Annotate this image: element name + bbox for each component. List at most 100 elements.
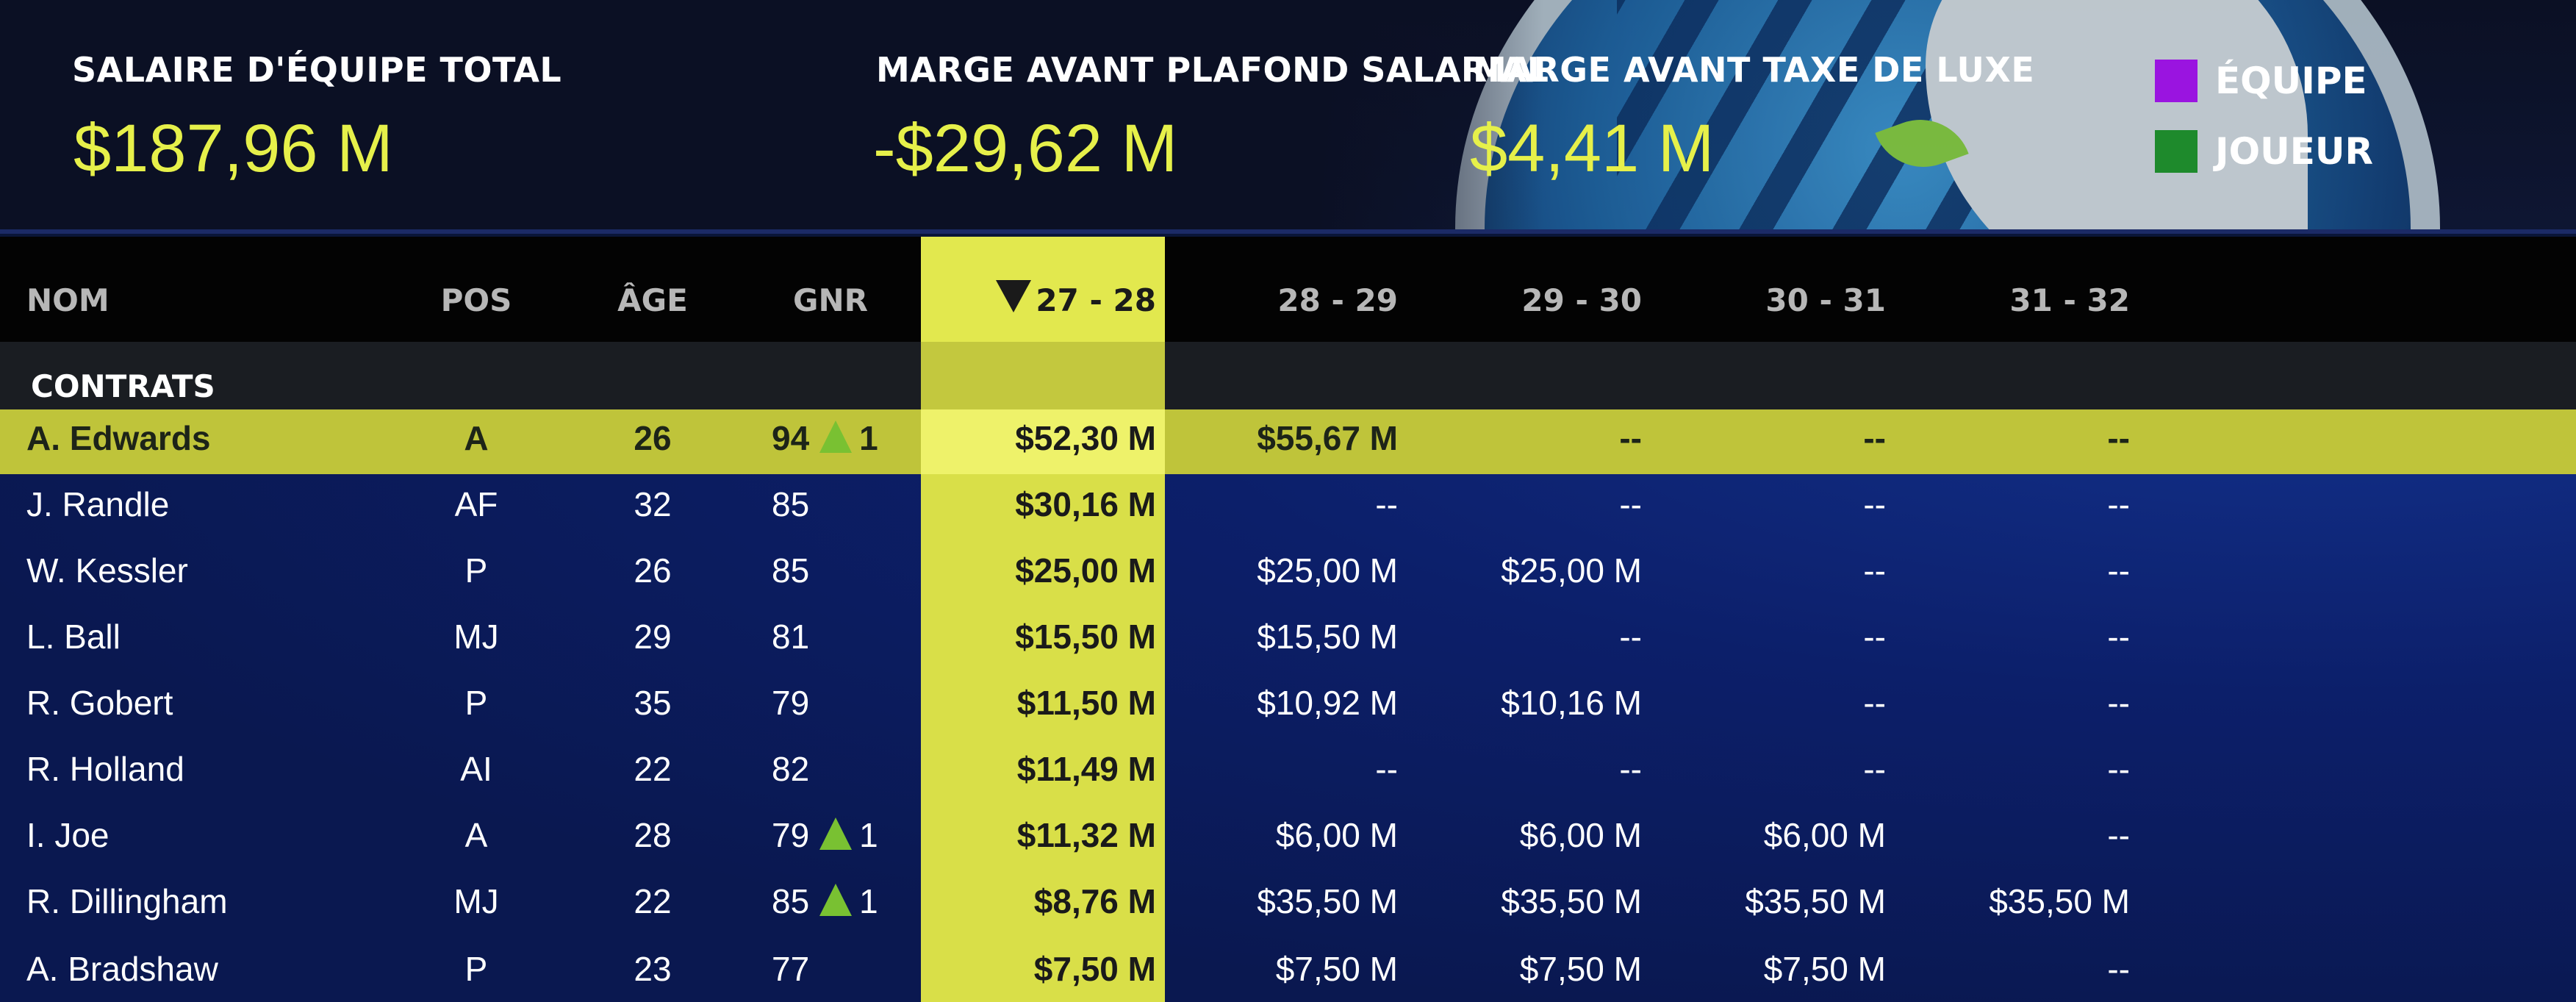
logo-wolf <box>1926 0 2308 234</box>
sorted-column-highlight <box>921 237 1165 1002</box>
player-gnr: 77 <box>772 950 810 988</box>
salary-28-29: -- <box>1375 485 1398 523</box>
salary-29-30: $25,00 M <box>1501 551 1642 590</box>
legend-team: ÉQUIPE <box>2155 59 2367 103</box>
player-gnr: 79 <box>772 684 810 722</box>
salary-30-31: -- <box>1863 618 1886 656</box>
salary-29-30: $35,50 M <box>1501 882 1642 920</box>
player-pos: A <box>464 419 489 457</box>
player-name: A. Bradshaw <box>26 950 218 988</box>
col-header-28-29[interactable]: 28 - 29 <box>1277 282 1398 318</box>
section-row <box>0 342 2576 409</box>
payroll-summary-header: SALAIRE D'ÉQUIPE TOTAL $187,96 M MARGE A… <box>0 0 2576 234</box>
salary-27-28: $25,00 M <box>1015 551 1156 590</box>
player-age: 22 <box>634 750 672 788</box>
salary-27-28: $15,50 M <box>1015 618 1156 656</box>
player-gnr: 81 <box>772 618 810 656</box>
salary-29-30: $6,00 M <box>1519 816 1642 854</box>
player-pos: MJ <box>453 882 499 920</box>
player-pos: AI <box>460 750 492 788</box>
total-payroll-label: SALAIRE D'ÉQUIPE TOTAL <box>72 50 562 90</box>
salary-31-32: -- <box>2107 684 2130 722</box>
team-swatch-icon <box>2155 60 2198 102</box>
tax-room-value: $4,41 M <box>1470 111 1715 186</box>
contracts-table <box>0 237 2576 1002</box>
player-age: 29 <box>634 618 672 656</box>
player-gnr: 82 <box>772 750 810 788</box>
salary-30-31: -- <box>1863 419 1886 457</box>
col-header-31-32[interactable]: 31 - 32 <box>2009 282 2130 318</box>
col-header-29-30[interactable]: 29 - 30 <box>1521 282 1642 318</box>
column-header-row <box>0 237 2576 342</box>
player-age: 23 <box>634 950 672 988</box>
salary-27-28: $11,32 M <box>1016 816 1156 854</box>
salary-27-28: $8,76 M <box>1033 882 1156 920</box>
gnr-value: 79 <box>772 816 810 854</box>
salary-30-31: -- <box>1863 485 1886 523</box>
player-pos: P <box>464 684 488 722</box>
player-gnr: 85 <box>772 551 810 590</box>
player-age: 32 <box>634 485 672 523</box>
player-pos: MJ <box>453 618 499 656</box>
player-age: 26 <box>634 551 672 590</box>
cap-room-value: -$29,62 M <box>873 111 1178 186</box>
player-pos: P <box>464 950 488 988</box>
salary-31-32: -- <box>2107 485 2130 523</box>
salary-30-31: $7,50 M <box>1763 950 1886 988</box>
player-age: 26 <box>634 419 672 457</box>
player-pos: A <box>464 816 488 854</box>
section-contracts-label: CONTRATS <box>31 368 215 404</box>
player-pos: AF <box>454 485 498 523</box>
salary-29-30: -- <box>1619 618 1642 656</box>
col-header-age[interactable]: ÂGE <box>617 282 688 318</box>
salary-31-32: $35,50 M <box>1989 882 2130 920</box>
salary-28-29: $55,67 M <box>1257 419 1398 457</box>
gnr-delta: 1 <box>859 882 878 920</box>
player-age: 22 <box>634 882 672 920</box>
col-header-27-28-label: 27 - 28 <box>1036 282 1156 318</box>
player-name: L. Ball <box>26 618 121 656</box>
col-header-name[interactable]: NOM <box>26 282 110 318</box>
salary-27-28: $7,50 M <box>1033 950 1156 988</box>
tax-room-label: MARGE AVANT TAXE DE LUXE <box>1473 50 2035 90</box>
rating-up-icon <box>819 884 853 916</box>
total-payroll-value: $187,96 M <box>73 111 393 186</box>
player-name: R. Holland <box>26 750 184 788</box>
rating-up-icon <box>819 421 853 453</box>
player-gnr: 79 1 <box>742 802 919 868</box>
salary-30-31: -- <box>1863 684 1886 722</box>
player-gnr: 94 1 <box>742 405 919 471</box>
player-name: J. Randle <box>26 485 170 523</box>
cap-room-label: MARGE AVANT PLAFOND SALARIAL <box>876 50 1549 90</box>
col-header-30-31[interactable]: 30 - 31 <box>1765 282 1886 318</box>
salary-27-28: $30,16 M <box>1015 485 1156 523</box>
player-swatch-icon <box>2155 130 2198 173</box>
salary-29-30: $7,50 M <box>1519 950 1642 988</box>
salary-31-32: -- <box>2107 419 2130 457</box>
salary-30-31: $35,50 M <box>1745 882 1886 920</box>
salary-31-32: -- <box>2107 551 2130 590</box>
sort-descending-icon <box>996 280 1032 312</box>
player-name: A. Edwards <box>26 419 211 457</box>
gnr-delta: 1 <box>859 419 878 457</box>
salary-31-32: -- <box>2107 950 2130 988</box>
col-header-gnr[interactable]: GNR <box>793 282 868 318</box>
salary-28-29: $10,92 M <box>1257 684 1398 722</box>
player-name: R. Dillingham <box>26 882 228 920</box>
salary-27-28: $52,30 M <box>1015 419 1156 457</box>
player-gnr: 85 1 <box>742 868 919 934</box>
col-header-pos[interactable]: POS <box>440 282 512 318</box>
legend-team-label: ÉQUIPE <box>2215 60 2367 102</box>
player-gnr: 85 <box>772 485 810 523</box>
player-name: I. Joe <box>26 816 110 854</box>
salary-31-32: -- <box>2107 816 2130 854</box>
gnr-delta: 1 <box>859 816 878 854</box>
salary-29-30: $10,16 M <box>1501 684 1642 722</box>
rating-up-icon <box>819 817 853 850</box>
salary-28-29: $7,50 M <box>1275 950 1398 988</box>
salary-29-30: -- <box>1619 419 1642 457</box>
col-header-27-28[interactable]: 27 - 28 <box>921 268 1156 334</box>
salary-30-31: -- <box>1863 750 1886 788</box>
player-age: 35 <box>634 684 672 722</box>
salary-31-32: -- <box>2107 750 2130 788</box>
